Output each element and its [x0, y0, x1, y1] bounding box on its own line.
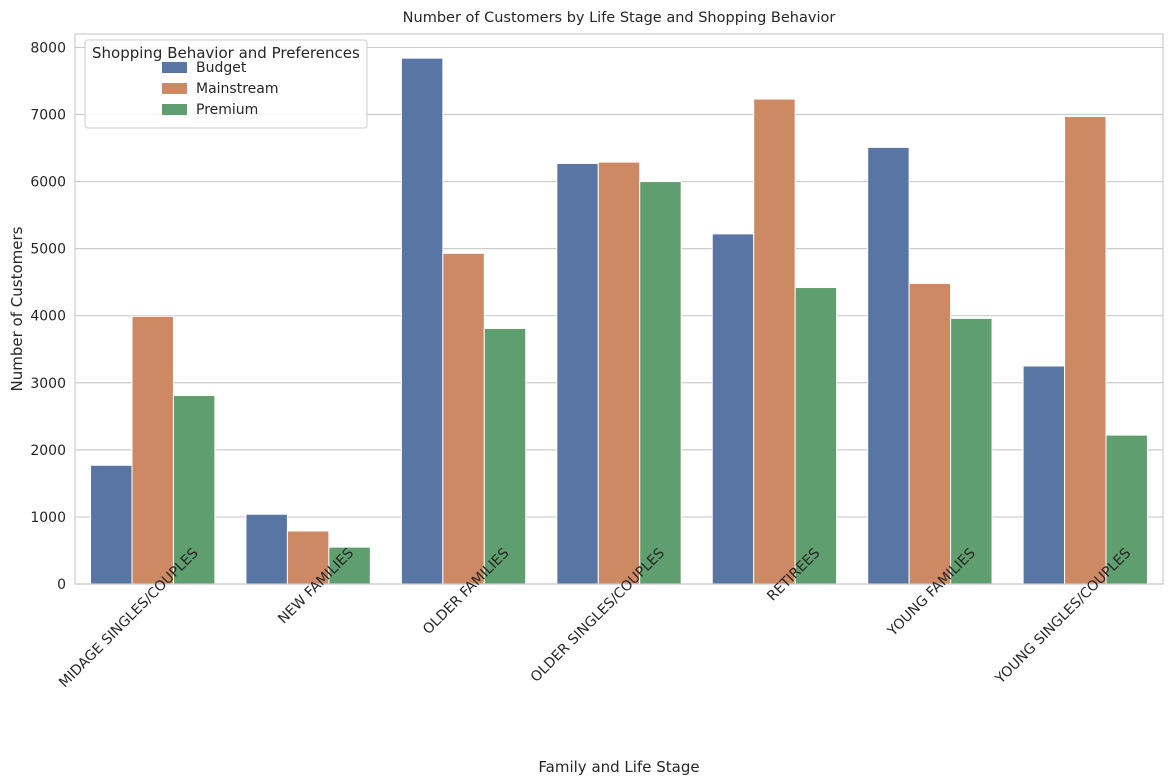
legend-label-mainstream: Mainstream — [196, 81, 278, 97]
bar-mainstream — [131, 315, 174, 585]
legend-swatch-mainstream — [162, 83, 187, 94]
bars — [90, 57, 1148, 585]
bar-budget — [711, 233, 755, 585]
bar-mainstream — [442, 252, 485, 585]
y-tick-label: 2000 — [30, 443, 66, 459]
bar-budget — [556, 162, 599, 585]
y-tick-label: 7000 — [30, 107, 66, 123]
bar-budget — [867, 146, 910, 585]
bar-mainstream — [753, 98, 796, 585]
y-tick-label: 8000 — [30, 40, 66, 56]
y-tick-label: 3000 — [30, 376, 66, 392]
legend-label-budget: Budget — [196, 60, 247, 76]
y-tick-labels: 0 1000 2000 3000 4000 5000 6000 7000 8000 — [30, 40, 66, 593]
legend: Shopping Behavior and Preferences Budget… — [84, 39, 368, 129]
bar-budget — [90, 464, 133, 585]
y-tick-label: 6000 — [30, 175, 66, 191]
x-axis-label: Family and Life Stage — [538, 758, 699, 776]
legend-swatch-premium — [162, 104, 187, 115]
chart-title: Number of Customers by Life Stage and Sh… — [403, 10, 836, 26]
y-tick-label: 1000 — [30, 510, 66, 526]
y-tick-label: 0 — [57, 577, 66, 593]
legend-box — [84, 39, 368, 129]
bar-premium — [639, 181, 682, 585]
bar-budget — [245, 513, 288, 585]
legend-entries: Budget Mainstream Premium — [162, 60, 278, 118]
bar-mainstream — [1064, 116, 1107, 585]
legend-label-premium: Premium — [196, 102, 258, 118]
legend-title: Shopping Behavior and Preferences — [92, 44, 360, 62]
bar-mainstream — [908, 283, 952, 585]
bar-budget — [1022, 365, 1066, 585]
y-tick-label: 4000 — [30, 309, 66, 325]
legend-swatch-budget — [162, 62, 187, 73]
y-axis-label: Number of Customers — [8, 226, 26, 391]
bar-mainstream — [597, 161, 641, 585]
bar-budget — [400, 57, 444, 585]
bar-premium — [950, 317, 993, 585]
y-tick-label: 5000 — [30, 242, 66, 258]
plot-frame — [74, 33, 1164, 585]
bar-premium — [483, 327, 527, 585]
bar-premium — [794, 287, 838, 585]
